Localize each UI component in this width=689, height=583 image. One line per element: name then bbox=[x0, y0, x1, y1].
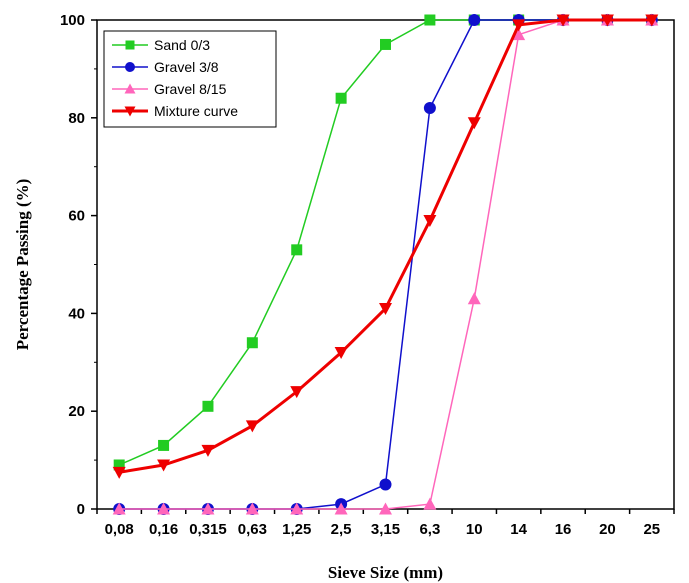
y-tick-label: 20 bbox=[68, 403, 85, 420]
marker-triangle-up bbox=[467, 292, 481, 305]
marker-triangle-down bbox=[600, 14, 614, 27]
marker-square bbox=[202, 400, 214, 412]
marker-triangle-up bbox=[512, 28, 526, 41]
y-tick-label: 100 bbox=[60, 12, 85, 29]
marker-square bbox=[113, 459, 125, 471]
marker-circle bbox=[468, 14, 481, 26]
legend: Sand 0/3 Gravel 3/8 Gravel 8/15 Mixture cur… bbox=[103, 30, 277, 128]
x-tick-label: 2,5 bbox=[331, 521, 352, 538]
marker-square bbox=[246, 337, 258, 349]
marker-triangle-down bbox=[245, 420, 259, 433]
marker-circle bbox=[379, 478, 392, 491]
marker-triangle-up bbox=[245, 502, 259, 515]
marker-circle bbox=[423, 102, 436, 115]
marker-triangle-down bbox=[645, 14, 659, 27]
x-tick-label: 0,63 bbox=[238, 521, 267, 538]
x-tick-label: 25 bbox=[643, 521, 660, 538]
x-tick-label: 6,3 bbox=[419, 521, 440, 538]
legend-entry: Mixture curve bbox=[154, 103, 238, 119]
series-3 bbox=[112, 14, 659, 479]
x-tick-label: 1,25 bbox=[282, 521, 311, 538]
series-layer bbox=[112, 13, 659, 515]
x-axis-title: Sieve Size (mm) bbox=[328, 563, 443, 582]
marker-triangle-down bbox=[556, 14, 570, 27]
marker-triangle-down bbox=[157, 459, 171, 472]
marker-circle bbox=[125, 62, 135, 72]
marker-triangle-up bbox=[124, 83, 136, 94]
x-tick-label: 16 bbox=[555, 521, 572, 538]
marker-triangle-down bbox=[112, 466, 126, 479]
x-tick-label: 0,315 bbox=[189, 521, 227, 538]
x-tick-label: 0,08 bbox=[105, 521, 134, 538]
marker-triangle-down bbox=[512, 19, 526, 32]
marker-triangle-down bbox=[290, 386, 304, 399]
marker-square bbox=[158, 439, 170, 451]
marker-square bbox=[424, 14, 436, 26]
marker-triangle-down bbox=[423, 214, 437, 227]
marker-square bbox=[380, 38, 391, 50]
marker-triangle-up bbox=[379, 502, 392, 515]
axes: 0 20 40 60 80 100 0,08 0,16 0,315 0,63 1,25 2,5 3,15… bbox=[60, 12, 675, 538]
y-tick-label: 60 bbox=[68, 208, 85, 225]
marker-square bbox=[125, 40, 135, 50]
marker-triangle-down bbox=[124, 106, 136, 117]
x-tick-label: 20 bbox=[599, 521, 616, 538]
marker-triangle-down bbox=[334, 347, 348, 360]
marker-triangle-up bbox=[423, 497, 437, 510]
legend-entry: Sand 0/3 bbox=[154, 37, 210, 53]
marker-triangle-up bbox=[290, 502, 304, 515]
marker-square bbox=[335, 92, 347, 104]
legend-entry: Gravel 8/15 bbox=[154, 81, 227, 97]
marker-triangle-up bbox=[201, 502, 215, 515]
marker-triangle-down bbox=[467, 117, 481, 130]
x-tick-label: 3,15 bbox=[371, 521, 400, 538]
marker-triangle-down bbox=[201, 444, 215, 457]
y-tick-label: 40 bbox=[68, 305, 85, 322]
y-axis-title: Percentage Passing (%) bbox=[13, 179, 32, 351]
x-tick-label: 0,16 bbox=[149, 521, 178, 538]
x-tick-label: 14 bbox=[510, 521, 527, 538]
marker-triangle-up bbox=[334, 502, 348, 515]
y-tick-label: 0 bbox=[77, 501, 85, 518]
marker-square bbox=[291, 244, 303, 256]
marker-triangle-down bbox=[379, 303, 392, 316]
legend-entry: Gravel 3/8 bbox=[154, 59, 219, 75]
marker-triangle-up bbox=[112, 502, 126, 515]
marker-triangle-up bbox=[157, 502, 171, 515]
x-tick-label: 10 bbox=[466, 521, 483, 538]
y-tick-label: 80 bbox=[68, 110, 85, 127]
